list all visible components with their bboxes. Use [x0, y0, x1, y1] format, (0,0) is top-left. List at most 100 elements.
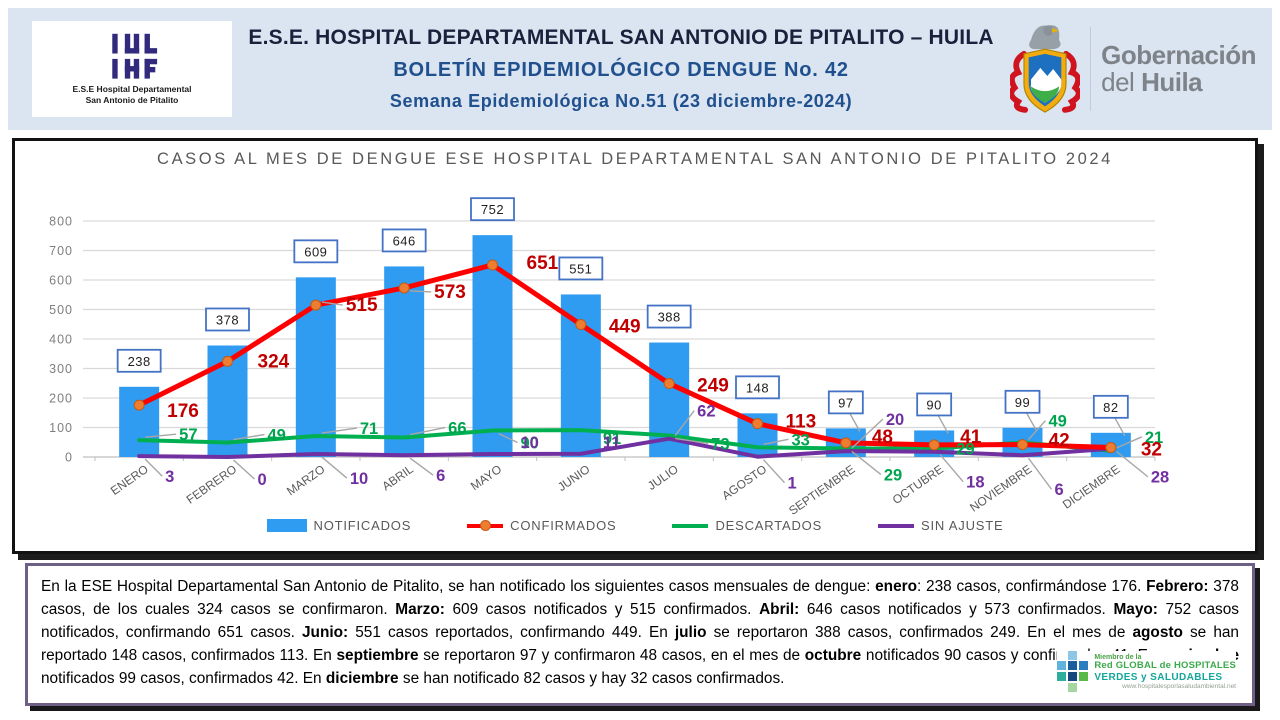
svg-text:28: 28 [1151, 469, 1169, 487]
svg-text:57: 57 [179, 426, 197, 444]
svg-text:90: 90 [521, 434, 539, 452]
svg-text:DICIEMBRE: DICIEMBRE [1060, 462, 1123, 512]
svg-text:0: 0 [65, 450, 73, 464]
hospital-logo-caption-line2: San Antonio de Pitalito [85, 95, 179, 105]
svg-text:324: 324 [258, 351, 290, 372]
svg-text:AGOSTO: AGOSTO [719, 462, 769, 503]
gobernacion-logo-divider [1090, 27, 1092, 111]
membership-logo: Miembro de la Red GLOBAL de HOSPITALES V… [1057, 651, 1236, 693]
chart-panel: CASOS AL MES DE DENGUE ESE HOSPITAL DEPA… [12, 138, 1258, 554]
svg-text:21: 21 [1145, 429, 1163, 447]
membership-line2: VERDES y SALUDABLES [1094, 672, 1223, 683]
svg-text:551: 551 [569, 261, 592, 276]
epi-week-subtitle: Semana Epidemiológica No.51 (23 diciembr… [389, 91, 853, 111]
svg-text:20: 20 [886, 411, 904, 429]
membership-url: www.hospitalesporlasaludambiental.net [1122, 683, 1236, 691]
svg-text:300: 300 [49, 362, 73, 376]
svg-text:100: 100 [49, 421, 73, 435]
gobernacion-logo: Gobernación del Huila [1010, 21, 1256, 117]
svg-text:JULIO: JULIO [645, 462, 681, 493]
svg-text:82: 82 [1103, 400, 1118, 415]
svg-text:97: 97 [838, 395, 853, 410]
svg-text:3: 3 [165, 468, 174, 486]
svg-text:0: 0 [258, 471, 267, 489]
svg-text:388: 388 [658, 309, 681, 324]
svg-text:MAYO: MAYO [468, 462, 504, 493]
legend-item-confirmados: CONFIRMADOS [467, 518, 616, 533]
svg-text:29: 29 [884, 466, 902, 484]
bulletin-title: BOLETÍN EPIDEMIOLÓGICO DENGUE No. 42 [393, 59, 849, 81]
gobernacion-crest-icon [1010, 25, 1081, 113]
svg-text:SEPTIEMBRE: SEPTIEMBRE [786, 462, 857, 517]
svg-text:249: 249 [697, 375, 729, 396]
bulletin-titles: E.S.E. HOSPITAL DEPARTAMENTAL SAN ANTONI… [232, 26, 1010, 112]
gobernacion-text-line1: Gobernación [1101, 39, 1256, 70]
svg-text:ABRIL: ABRIL [379, 462, 416, 494]
svg-text:49: 49 [268, 426, 286, 444]
svg-text:800: 800 [49, 214, 73, 228]
membership-line0: Miembro de la [1094, 653, 1142, 661]
svg-text:1: 1 [788, 474, 797, 492]
notificados-swatch-icon [266, 519, 307, 533]
hospital-title: E.S.E. HOSPITAL DEPARTAMENTAL SAN ANTONI… [248, 26, 994, 49]
svg-text:651: 651 [527, 253, 559, 274]
svg-text:11: 11 [603, 434, 620, 452]
header-banner: E.S.E Hospital Departamental San Antonio… [8, 8, 1272, 130]
svg-text:71: 71 [360, 420, 378, 438]
svg-text:18: 18 [966, 473, 984, 491]
svg-text:500: 500 [49, 303, 73, 317]
svg-text:49: 49 [1049, 412, 1067, 430]
svg-text:400: 400 [49, 332, 73, 346]
svg-text:91: 91 [603, 430, 621, 448]
svg-text:42: 42 [1049, 430, 1070, 451]
chart-title: CASOS AL MES DE DENGUE ESE HOSPITAL DEPA… [157, 150, 1113, 168]
svg-text:41: 41 [960, 427, 982, 448]
chart-legend: NOTIFICADOS CONFIRMADOS DESCARTADOS SIN … [15, 513, 1255, 539]
membership-line1: Red GLOBAL de HOSPITALES [1094, 660, 1236, 672]
svg-text:600: 600 [49, 273, 73, 287]
summary-box: En la ESE Hospital Departamental San Ant… [25, 563, 1255, 706]
svg-text:MARZO: MARZO [284, 462, 328, 498]
svg-text:6: 6 [1055, 481, 1064, 499]
svg-text:700: 700 [49, 244, 73, 258]
legend-item-descartados: DESCARTADOS [672, 518, 822, 533]
svg-text:48: 48 [872, 427, 893, 448]
svg-text:6: 6 [436, 467, 445, 485]
svg-text:238: 238 [128, 354, 151, 369]
svg-text:752: 752 [481, 202, 504, 217]
svg-text:573: 573 [434, 282, 466, 303]
confirmados-swatch-icon [467, 519, 504, 531]
svg-text:609: 609 [304, 244, 327, 259]
svg-text:33: 33 [792, 431, 810, 449]
svg-text:FEBRERO: FEBRERO [184, 462, 240, 507]
hospital-logo-caption-line1: E.S.E Hospital Departamental [72, 84, 192, 95]
svg-text:90: 90 [926, 397, 941, 412]
svg-text:148: 148 [746, 380, 769, 395]
svg-text:99: 99 [1015, 395, 1030, 410]
svg-text:73: 73 [711, 435, 729, 453]
svg-text:449: 449 [609, 316, 641, 337]
dengue-monthly-chart: 0100200300400500600700800238378609646752… [49, 197, 1169, 517]
svg-text:378: 378 [216, 312, 239, 327]
hospital-logo-icon [112, 34, 158, 79]
gobernacion-text-line2: del Huila [1101, 67, 1203, 97]
svg-text:32: 32 [1141, 439, 1162, 460]
svg-text:JUNIO: JUNIO [555, 462, 593, 494]
svg-text:113: 113 [786, 411, 817, 432]
legend-item-notificados: NOTIFICADOS [266, 518, 412, 533]
svg-text:62: 62 [697, 402, 715, 420]
svg-text:29: 29 [956, 440, 974, 458]
svg-text:200: 200 [49, 391, 73, 405]
sin-ajuste-swatch-icon [878, 523, 915, 528]
svg-text:66: 66 [448, 419, 466, 437]
svg-text:10: 10 [521, 434, 539, 452]
hospital-logo: E.S.E Hospital Departamental San Antonio… [32, 21, 232, 117]
svg-text:ENERO: ENERO [108, 462, 151, 498]
svg-text:176: 176 [167, 401, 199, 422]
svg-text:515: 515 [346, 295, 378, 316]
legend-item-sin-ajuste: SIN AJUSTE [878, 518, 1003, 533]
svg-text:10: 10 [350, 470, 368, 488]
membership-mosaic-icon [1057, 651, 1089, 692]
descartados-swatch-icon [672, 523, 709, 528]
svg-text:646: 646 [393, 233, 416, 248]
